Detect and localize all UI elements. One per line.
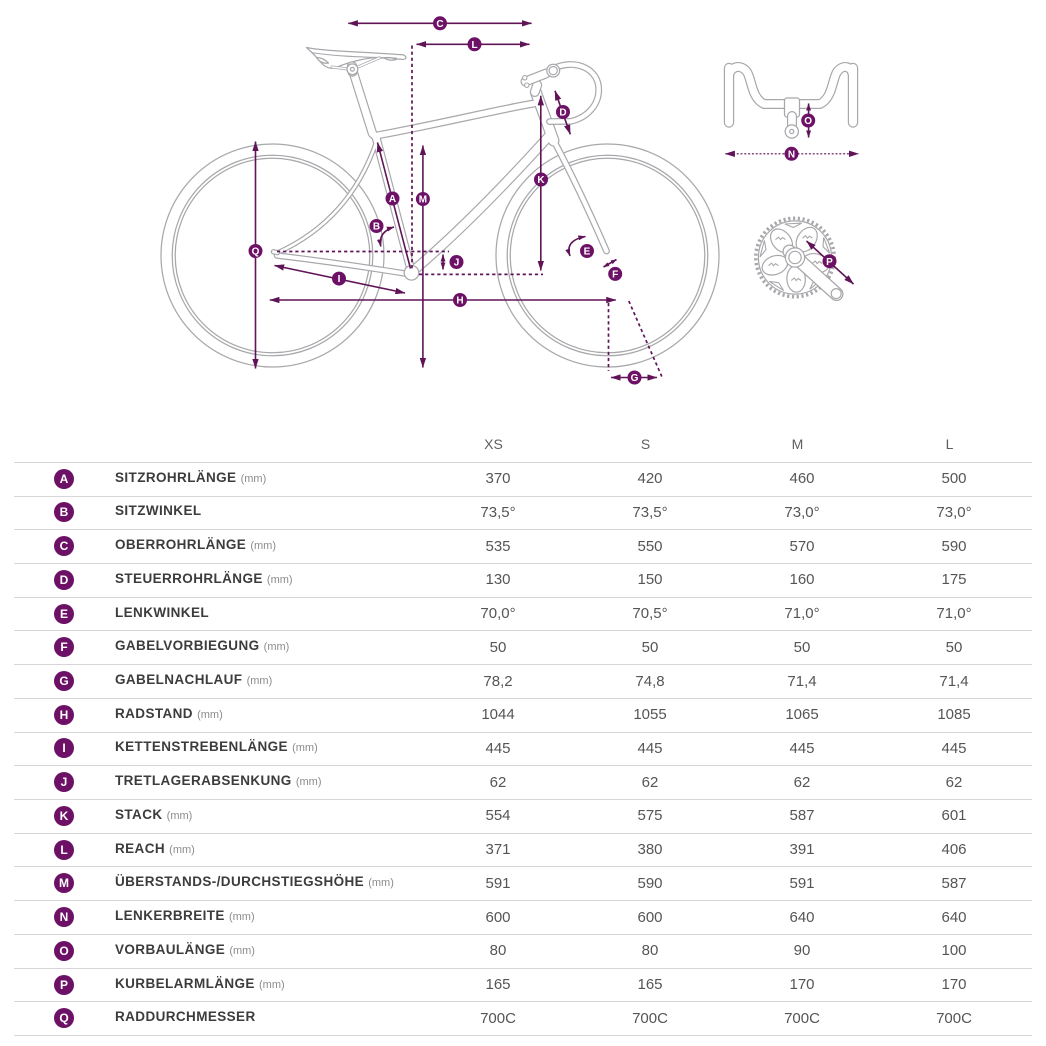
- svg-text:H: H: [456, 296, 463, 307]
- svg-text:C: C: [436, 19, 443, 30]
- svg-text:M: M: [419, 195, 427, 206]
- svg-text:F: F: [612, 270, 618, 281]
- svg-text:D: D: [559, 108, 566, 119]
- svg-text:A: A: [389, 194, 396, 205]
- svg-text:L: L: [471, 40, 477, 51]
- svg-text:E: E: [584, 247, 591, 258]
- svg-text:G: G: [631, 373, 639, 384]
- svg-text:I: I: [338, 274, 341, 285]
- svg-text:N: N: [788, 149, 795, 160]
- svg-text:Q: Q: [252, 247, 260, 258]
- svg-text:K: K: [537, 175, 545, 186]
- svg-text:J: J: [454, 258, 460, 269]
- svg-text:O: O: [804, 116, 812, 127]
- svg-text:B: B: [373, 222, 380, 233]
- svg-text:P: P: [826, 257, 833, 268]
